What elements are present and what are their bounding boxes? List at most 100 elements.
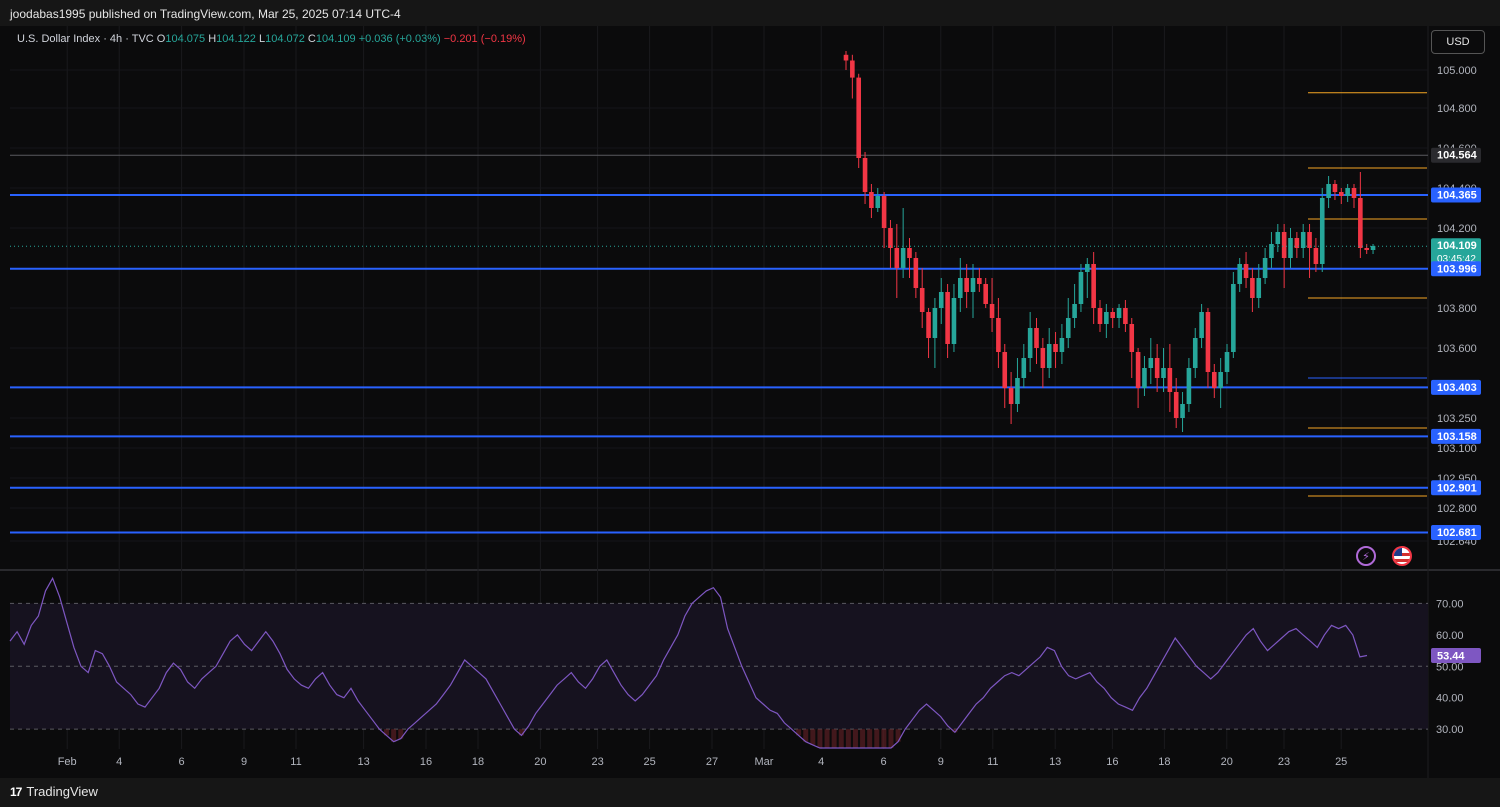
candle-body bbox=[1040, 348, 1046, 368]
lightning-icon[interactable]: ⚡ bbox=[1356, 546, 1376, 566]
price-label-box bbox=[1431, 428, 1481, 444]
candle-body bbox=[1053, 344, 1058, 352]
symbol-name[interactable]: U.S. Dollar Index · 4h · TVC bbox=[17, 33, 154, 45]
candle-body bbox=[1231, 284, 1236, 352]
rsi-value-box bbox=[1431, 647, 1481, 663]
candle-body bbox=[1161, 368, 1166, 378]
candle-body bbox=[1167, 368, 1173, 392]
candle-body bbox=[1104, 312, 1109, 324]
candle-body bbox=[900, 248, 906, 268]
candle-body bbox=[856, 77, 861, 158]
candle-body bbox=[850, 60, 855, 78]
candle-body bbox=[919, 288, 925, 312]
price-label-box bbox=[1431, 187, 1481, 203]
candle-body bbox=[1110, 312, 1115, 318]
price-label-box bbox=[1431, 261, 1481, 277]
candle-body bbox=[1123, 308, 1128, 324]
open-label: O bbox=[156, 33, 166, 45]
price-label-text: 103.403 bbox=[1437, 382, 1477, 394]
candle-body bbox=[1186, 368, 1192, 404]
candle-body bbox=[888, 228, 893, 248]
rsi-pane: 70.00 60.00 50.00 40.00 30.00 53.44 bbox=[9, 576, 1481, 749]
price-label-text: 103.996 bbox=[1437, 263, 1477, 275]
candle-body bbox=[1078, 272, 1084, 304]
time-tick-label: 4 bbox=[116, 756, 122, 768]
candle-body bbox=[1091, 264, 1096, 308]
candle-body bbox=[977, 278, 982, 284]
time-tick-label: 9 bbox=[938, 756, 944, 768]
price-label-text: 104.365 bbox=[1437, 190, 1477, 202]
chart-canvas[interactable]: 105.000104.800104.600104.400104.200103.8… bbox=[0, 0, 1500, 778]
low-value: 104.072 bbox=[265, 33, 305, 45]
candle-body bbox=[1173, 392, 1179, 418]
time-tick-label: 9 bbox=[241, 756, 247, 768]
candle-body bbox=[1288, 238, 1293, 258]
time-axis: Feb 4 6 9 11 13 16 18 20 23 25 27 Mar 4 6 9 11 13 16 18 20 23… bbox=[58, 756, 1348, 768]
candle-body bbox=[843, 54, 849, 61]
us-flag-icon[interactable] bbox=[1392, 546, 1412, 566]
price-label-text: 102.681 bbox=[1437, 527, 1477, 539]
time-tick-label: Feb bbox=[58, 756, 77, 768]
time-tick-label: 23 bbox=[591, 756, 603, 768]
candle-body bbox=[1237, 264, 1242, 284]
candle-body bbox=[1307, 232, 1312, 248]
candle-body bbox=[1008, 388, 1014, 404]
rsi-tick-label: 70.00 bbox=[1436, 598, 1464, 610]
candles bbox=[843, 51, 1376, 432]
time-tick-label: Mar bbox=[755, 756, 774, 768]
candle-body bbox=[996, 318, 1001, 352]
candle-body bbox=[1313, 248, 1319, 264]
time-tick-label: 20 bbox=[534, 756, 546, 768]
close-label: C bbox=[307, 33, 316, 45]
key-levels bbox=[10, 154, 1428, 534]
low-label: L bbox=[258, 33, 266, 45]
candle-body bbox=[964, 278, 969, 292]
price-tick-label: 103.100 bbox=[1437, 443, 1477, 455]
candle-body bbox=[1021, 358, 1027, 378]
candle-body bbox=[1281, 232, 1287, 258]
candle-body bbox=[1142, 368, 1147, 388]
time-tick-label: 16 bbox=[1106, 756, 1118, 768]
candle-body bbox=[951, 298, 957, 344]
candle-body bbox=[1148, 358, 1154, 368]
candle-body bbox=[894, 248, 900, 268]
time-tick-label: 13 bbox=[1049, 756, 1061, 768]
candle-body bbox=[1262, 258, 1268, 278]
time-tick-label: 4 bbox=[818, 756, 824, 768]
candle-body bbox=[932, 308, 938, 338]
rsi-band bbox=[10, 603, 1428, 730]
candle-body bbox=[989, 304, 995, 318]
price-label-text: 104.564 bbox=[1437, 150, 1478, 162]
tradingview-brand[interactable]: 17 TradingView bbox=[10, 784, 98, 799]
rsi-line bbox=[9, 576, 1368, 749]
candle-body bbox=[983, 284, 988, 304]
time-tick-label: 25 bbox=[1335, 756, 1347, 768]
candle-body bbox=[1358, 198, 1363, 248]
candle-body bbox=[913, 258, 919, 288]
price-tick-label: 104.800 bbox=[1437, 103, 1477, 115]
candle-body bbox=[1072, 304, 1077, 318]
price-tick-label: 104.200 bbox=[1437, 223, 1477, 235]
publisher-bar: joodabas1995 published on TradingView.co… bbox=[0, 0, 1500, 26]
price-label-box bbox=[1431, 525, 1481, 541]
price-tick-label: 102.800 bbox=[1437, 503, 1477, 515]
price-label-box bbox=[1431, 379, 1481, 395]
candle-body bbox=[1180, 404, 1185, 418]
candle-body bbox=[1319, 198, 1325, 264]
candle-body bbox=[1154, 358, 1160, 378]
price-label-text: 104.109 bbox=[1437, 240, 1477, 252]
candle-body bbox=[1085, 264, 1090, 272]
candle-body bbox=[1059, 338, 1065, 352]
change-value-2: −0.201 (−0.19%) bbox=[443, 33, 526, 45]
candle-body bbox=[1129, 324, 1135, 352]
high-value: 104.122 bbox=[216, 33, 256, 45]
candle-body bbox=[1364, 248, 1369, 250]
price-label-box bbox=[1431, 147, 1481, 163]
currency-button[interactable]: USD bbox=[1431, 30, 1485, 54]
candle-body bbox=[1339, 192, 1344, 196]
candle-body bbox=[1224, 352, 1230, 372]
candle-body bbox=[1192, 338, 1198, 368]
candle-body bbox=[1300, 232, 1306, 248]
time-tick-label: 6 bbox=[179, 756, 185, 768]
